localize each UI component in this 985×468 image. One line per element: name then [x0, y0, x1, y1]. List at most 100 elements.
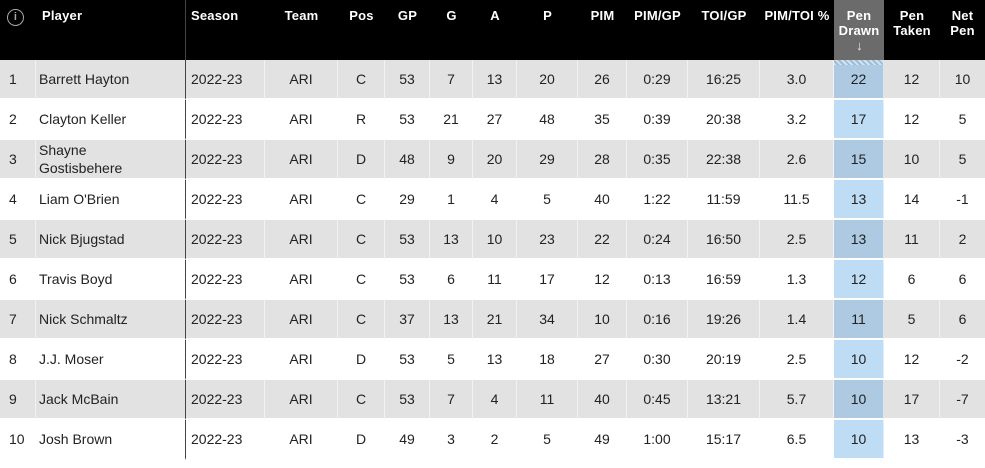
column-header-label: Pos: [349, 8, 374, 23]
cell-g: 13: [430, 220, 473, 260]
column-header-label: GP: [397, 8, 418, 23]
cell-rank: 4: [0, 180, 36, 220]
cell-team: ARI: [265, 180, 338, 220]
cell-player: Jack McBain: [36, 380, 186, 420]
cell-season: 2022-23: [186, 420, 265, 460]
cell-pim_toi_pct: 2.5: [760, 220, 834, 260]
column-header-team[interactable]: Team: [265, 0, 338, 60]
cell-pim_gp: 1:00: [627, 420, 688, 460]
column-header-pim_gp[interactable]: PIM/GP: [627, 0, 688, 60]
cell-rank: 9: [0, 380, 36, 420]
column-header-pos[interactable]: Pos: [338, 0, 385, 60]
column-header-pim[interactable]: PIM: [578, 0, 627, 60]
cell-pos: C: [338, 220, 385, 260]
column-header-a[interactable]: A: [473, 0, 517, 60]
cell-pen_taken: 13: [884, 420, 940, 460]
cell-a: 4: [473, 180, 517, 220]
cell-pen_taken: 17: [884, 380, 940, 420]
cell-g: 7: [430, 60, 473, 100]
cell-rank: 2: [0, 100, 36, 140]
cell-a: 10: [473, 220, 517, 260]
cell-team: ARI: [265, 140, 338, 180]
cell-player: Liam O'Brien: [36, 180, 186, 220]
cell-p: 48: [517, 100, 578, 140]
cell-toi_gp: 16:50: [688, 220, 760, 260]
cell-a: 11: [473, 260, 517, 300]
info-icon[interactable]: i: [7, 9, 24, 26]
cell-season: 2022-23: [186, 100, 265, 140]
cell-player: Josh Brown: [36, 420, 186, 460]
cell-gp: 53: [385, 220, 430, 260]
column-header-gp[interactable]: GP: [385, 0, 430, 60]
cell-gp: 53: [385, 380, 430, 420]
cell-pim: 49: [578, 420, 627, 460]
cell-pim_toi_pct: 11.5: [760, 180, 834, 220]
sort-desc-icon: ↓: [856, 38, 863, 53]
cell-pos: D: [338, 340, 385, 380]
cell-net_pen: 5: [940, 140, 985, 180]
cell-toi_gp: 16:25: [688, 60, 760, 100]
column-header-p[interactable]: P: [517, 0, 578, 60]
cell-team: ARI: [265, 100, 338, 140]
cell-season: 2022-23: [186, 300, 265, 340]
cell-net_pen: -2: [940, 340, 985, 380]
cell-net_pen: 10: [940, 60, 985, 100]
table-row: 6 Travis Boyd 2022-23 ARI C 53 6 11 17 12 0:13 16:5…: [0, 260, 985, 300]
cell-pen_taken: 14: [884, 180, 940, 220]
table-row: 7 Nick Schmaltz 2022-23 ARI C 37 13 21 34 10 0:16 1…: [0, 300, 985, 340]
column-header-net_pen[interactable]: Net Pen: [940, 0, 985, 60]
cell-net_pen: -1: [940, 180, 985, 220]
column-header-pim_toi_pct[interactable]: PIM/TOI %: [760, 0, 834, 60]
cell-pos: R: [338, 100, 385, 140]
cell-season: 2022-23: [186, 220, 265, 260]
cell-pen_taken: 12: [884, 100, 940, 140]
column-header-pen_taken[interactable]: Pen Taken: [884, 0, 940, 60]
cell-pos: C: [338, 180, 385, 220]
cell-player: Shayne Gostisbehere: [36, 140, 186, 180]
table-row: 10 Josh Brown 2022-23 ARI D 49 3 2 5 49 1:00 15:17 6…: [0, 420, 985, 460]
cell-pim_gp: 1:22: [627, 180, 688, 220]
cell-toi_gp: 11:59: [688, 180, 760, 220]
cell-pen_drawn: 10: [834, 420, 884, 460]
cell-pen_taken: 12: [884, 60, 940, 100]
cell-net_pen: 5: [940, 100, 985, 140]
cell-net_pen: -7: [940, 380, 985, 420]
cell-pim_gp: 0:16: [627, 300, 688, 340]
cell-rank: 1: [0, 60, 36, 100]
cell-p: 20: [517, 60, 578, 100]
cell-pim_gp: 0:13: [627, 260, 688, 300]
column-header-g[interactable]: G: [430, 0, 473, 60]
cell-gp: 53: [385, 340, 430, 380]
cell-player: J.J. Moser: [36, 340, 186, 380]
cell-rank: 8: [0, 340, 36, 380]
column-header-pen_drawn[interactable]: Pen Drawn↓: [834, 0, 884, 60]
cell-season: 2022-23: [186, 340, 265, 380]
cell-pen_drawn: 11: [834, 300, 884, 340]
column-header-label: A: [490, 8, 500, 23]
cell-pim: 35: [578, 100, 627, 140]
table-row: 4 Liam O'Brien 2022-23 ARI C 29 1 4 5 40 1:22 11:59…: [0, 180, 985, 220]
cell-a: 27: [473, 100, 517, 140]
column-header-label: G: [446, 8, 457, 23]
column-header-season[interactable]: Season: [186, 0, 265, 60]
cell-pos: C: [338, 60, 385, 100]
column-header-toi_gp[interactable]: TOI/GP: [688, 0, 760, 60]
cell-pim_toi_pct: 1.4: [760, 300, 834, 340]
column-header-player[interactable]: Player: [36, 0, 186, 60]
cell-team: ARI: [265, 260, 338, 300]
cell-gp: 37: [385, 300, 430, 340]
cell-pen_drawn: 17: [834, 100, 884, 140]
cell-rank: 7: [0, 300, 36, 340]
table-body: 1 Barrett Hayton 2022-23 ARI C 53 7 13 20 26 0:29 1…: [0, 60, 985, 460]
cell-net_pen: -3: [940, 420, 985, 460]
cell-pen_drawn: 22: [834, 60, 884, 100]
column-header-label: PIM: [590, 8, 615, 23]
table-row: 9 Jack McBain 2022-23 ARI C 53 7 4 11 40 0:45 13:21…: [0, 380, 985, 420]
column-header-rank[interactable]: i: [0, 0, 36, 60]
cell-pim_gp: 0:39: [627, 100, 688, 140]
cell-g: 5: [430, 340, 473, 380]
column-header-label: Team: [284, 8, 319, 23]
column-header-label: PIM/TOI %: [764, 8, 830, 23]
